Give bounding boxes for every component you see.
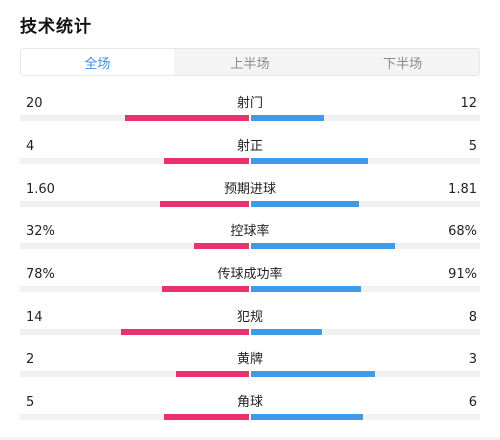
home-track bbox=[20, 201, 249, 207]
stat-label: 控球率 bbox=[230, 224, 270, 239]
home-track bbox=[20, 115, 249, 121]
period-tabs: 全场 上半场 下半场 bbox=[20, 48, 480, 76]
away-bar bbox=[251, 286, 361, 292]
stat-row-expected-goals: 1.60 预期进球 1.81 bbox=[20, 181, 480, 217]
stat-label: 犯规 bbox=[236, 310, 263, 325]
home-track bbox=[20, 414, 249, 420]
home-value: 32% bbox=[26, 224, 55, 239]
home-track bbox=[20, 286, 249, 292]
home-bar bbox=[159, 201, 249, 207]
home-bar bbox=[164, 158, 249, 164]
away-bar bbox=[251, 329, 322, 335]
away-bar bbox=[251, 158, 368, 164]
stat-label: 预期进球 bbox=[223, 182, 276, 197]
stat-row-corners: 5 角球 6 bbox=[20, 394, 480, 430]
away-track bbox=[251, 115, 480, 121]
home-bar bbox=[125, 115, 249, 121]
stat-label: 射正 bbox=[236, 139, 263, 154]
tab-second-half[interactable]: 下半场 bbox=[383, 56, 423, 72]
home-track bbox=[20, 371, 249, 377]
home-track bbox=[20, 158, 249, 164]
home-value: 14 bbox=[26, 310, 43, 325]
away-value: 8 bbox=[468, 310, 477, 325]
away-track bbox=[251, 329, 480, 335]
home-bar bbox=[194, 243, 249, 249]
away-bar bbox=[251, 371, 375, 377]
away-track bbox=[251, 243, 480, 249]
stat-label: 传球成功率 bbox=[217, 267, 283, 282]
away-value: 6 bbox=[468, 395, 477, 410]
page-title: 技术统计 bbox=[20, 17, 92, 37]
home-value: 5 bbox=[26, 395, 35, 410]
away-bar bbox=[251, 115, 325, 121]
tab-first-half[interactable]: 上半场 bbox=[230, 56, 270, 72]
stat-label: 角球 bbox=[236, 395, 263, 410]
home-bar bbox=[120, 329, 249, 335]
stat-row-possession: 32% 控球率 68% bbox=[20, 223, 480, 259]
stat-row-yellow-cards: 2 黄牌 3 bbox=[20, 351, 480, 387]
tab-full-match[interactable]: 全场 bbox=[21, 49, 174, 75]
home-track bbox=[20, 243, 249, 249]
stat-label: 黄牌 bbox=[236, 352, 263, 367]
away-value: 12 bbox=[460, 96, 477, 111]
stat-row-pass-accuracy: 78% 传球成功率 91% bbox=[20, 266, 480, 302]
bottom-divider bbox=[0, 437, 500, 440]
away-track bbox=[251, 158, 480, 164]
away-value: 68% bbox=[448, 224, 477, 239]
away-bar bbox=[251, 201, 359, 207]
home-value: 2 bbox=[26, 352, 35, 367]
away-track bbox=[251, 201, 480, 207]
stat-label: 射门 bbox=[236, 96, 263, 111]
away-value: 1.81 bbox=[448, 182, 477, 197]
home-value: 4 bbox=[26, 139, 35, 154]
away-track bbox=[251, 286, 480, 292]
home-bar bbox=[175, 371, 249, 377]
home-bar bbox=[164, 414, 249, 420]
away-track bbox=[251, 371, 480, 377]
home-value: 78% bbox=[26, 267, 55, 282]
away-track bbox=[251, 414, 480, 420]
home-value: 20 bbox=[26, 96, 43, 111]
away-value: 5 bbox=[468, 139, 477, 154]
stat-row-shots-on-target: 4 射正 5 bbox=[20, 138, 480, 174]
home-track bbox=[20, 329, 249, 335]
away-bar bbox=[251, 243, 396, 249]
stat-row-shots: 20 射门 12 bbox=[20, 95, 480, 131]
away-value: 91% bbox=[448, 267, 477, 282]
away-value: 3 bbox=[468, 352, 477, 367]
home-bar bbox=[161, 286, 249, 292]
away-bar bbox=[251, 414, 364, 420]
stat-row-fouls: 14 犯规 8 bbox=[20, 309, 480, 345]
home-value: 1.60 bbox=[26, 182, 55, 197]
